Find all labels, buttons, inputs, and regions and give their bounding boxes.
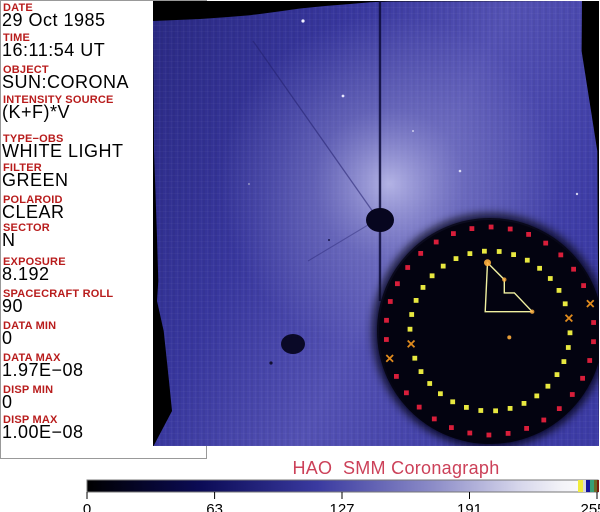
svg-text:0: 0 (83, 501, 91, 512)
svg-text:127: 127 (329, 501, 354, 512)
svg-text:255: 255 (580, 501, 600, 512)
svg-text:191: 191 (457, 501, 482, 512)
svg-text:63: 63 (206, 501, 223, 512)
